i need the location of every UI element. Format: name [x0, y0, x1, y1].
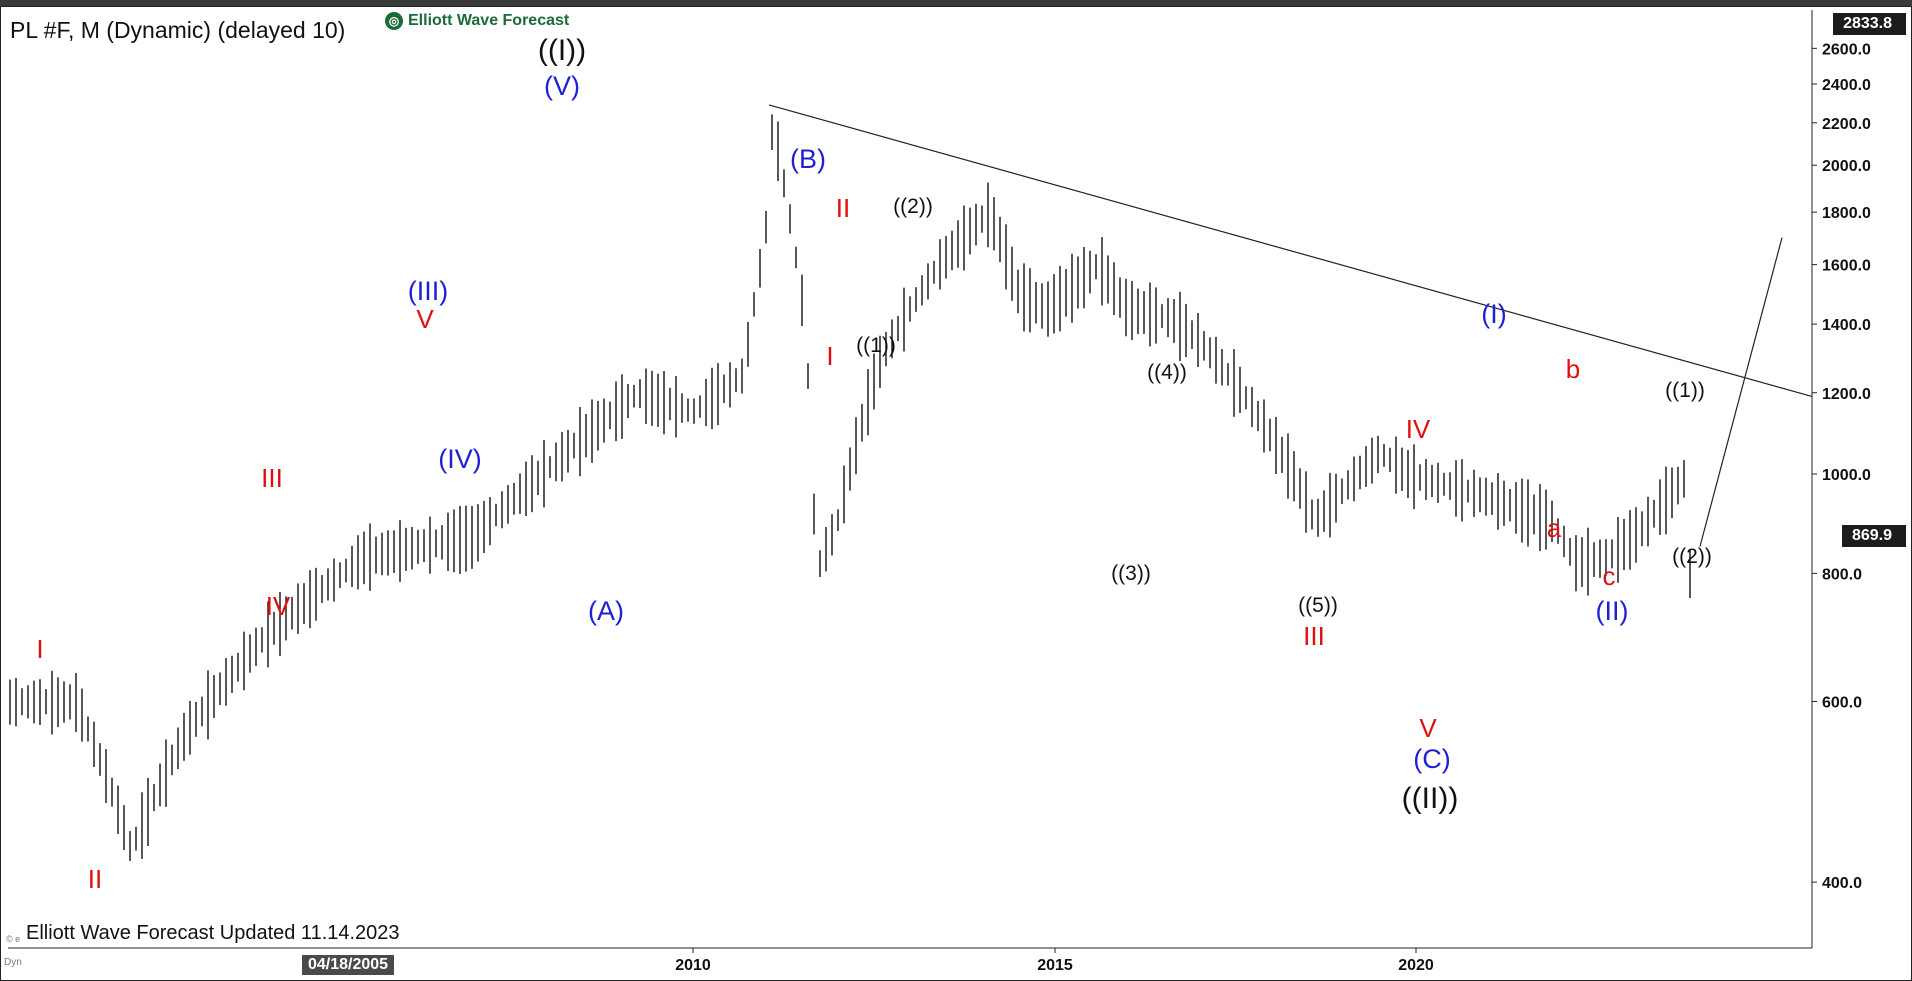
wave-label: b — [1566, 354, 1580, 384]
wave-label: (A) — [588, 596, 624, 626]
top-bar — [0, 0, 1912, 6]
time-tick-label: 2010 — [675, 957, 711, 974]
wave-label: ((I)) — [538, 34, 586, 67]
copyright-text: © e — [6, 934, 21, 944]
price-tick-label: 1400.0 — [1822, 317, 1871, 334]
wave-label: c — [1603, 561, 1616, 591]
wave-label: (III) — [408, 276, 449, 306]
wave-label: III — [261, 463, 283, 493]
brand-name: Elliott Wave Forecast — [408, 12, 570, 30]
wave-label: (II) — [1596, 596, 1629, 626]
wave-label: II — [836, 193, 850, 223]
wave-label: (IV) — [438, 444, 482, 474]
wave-label: ((II)) — [1402, 782, 1459, 815]
trendlines-layer — [768, 104, 1813, 547]
wave-label: ((1)) — [1665, 379, 1705, 402]
wave-label: ((1)) — [856, 334, 896, 357]
chart-title: PL #F, M (Dynamic) (delayed 10) — [10, 17, 346, 43]
wave-label: V — [416, 304, 434, 334]
resistance-trendline — [768, 104, 1813, 398]
price-tick-label: 1000.0 — [1822, 467, 1871, 484]
ohlc-bars-layer — [9, 114, 1691, 861]
wave-label: I — [826, 341, 833, 371]
current-price-label: 869.9 — [1841, 525, 1906, 547]
wave-label: ((2)) — [893, 195, 933, 218]
time-tick-label: 2020 — [1398, 957, 1434, 974]
wave-label: (I) — [1481, 299, 1506, 329]
wave-label: (C) — [1413, 744, 1450, 774]
top-price-label: 2833.8 — [1833, 13, 1906, 35]
wave-label: III — [1303, 621, 1325, 651]
price-tick-label: 600.0 — [1822, 695, 1862, 712]
wave-label: I — [36, 634, 43, 664]
price-tick-label: 2400.0 — [1822, 77, 1871, 94]
wave-label: V — [1419, 713, 1437, 743]
price-tick-label: 2600.0 — [1822, 41, 1871, 58]
price-tick-label: 2200.0 — [1822, 116, 1871, 133]
projection-line — [1699, 237, 1783, 547]
price-tick-label: 2000.0 — [1822, 158, 1871, 175]
axes-layer: 2600.0 2400.0 2200.0 2000.0 1800.0 1600.0 1400… — [8, 10, 1871, 974]
wave-label: ((2)) — [1672, 545, 1712, 568]
price-tick-label: 1200.0 — [1822, 386, 1871, 403]
price-tick-label: 1600.0 — [1822, 258, 1871, 275]
wave-label: IV — [1406, 414, 1431, 444]
wave-label: (V) — [544, 71, 580, 101]
brand-logo: ◎ Elliott Wave Forecast — [385, 12, 569, 30]
time-tick-label: 2015 — [1037, 957, 1073, 974]
wave-label: a — [1547, 513, 1562, 543]
wave-label: ((3)) — [1111, 562, 1151, 585]
wave-label: ((5)) — [1298, 594, 1338, 617]
wave-label: II — [88, 864, 102, 894]
price-tick-label: 400.0 — [1822, 875, 1862, 892]
wave-label: (B) — [790, 144, 826, 174]
wave-label: ((4)) — [1147, 361, 1187, 384]
price-tick-label: 800.0 — [1822, 566, 1862, 583]
crosshair-date-flag: 04/18/2005 — [302, 955, 395, 975]
globe-icon: ◎ — [385, 12, 403, 30]
dyn-label: Dyn — [4, 957, 22, 968]
wave-label: IV — [266, 591, 291, 621]
price-tick-label: 1800.0 — [1822, 205, 1871, 222]
updated-note: Elliott Wave Forecast Updated 11.14.2023 — [26, 922, 400, 944]
